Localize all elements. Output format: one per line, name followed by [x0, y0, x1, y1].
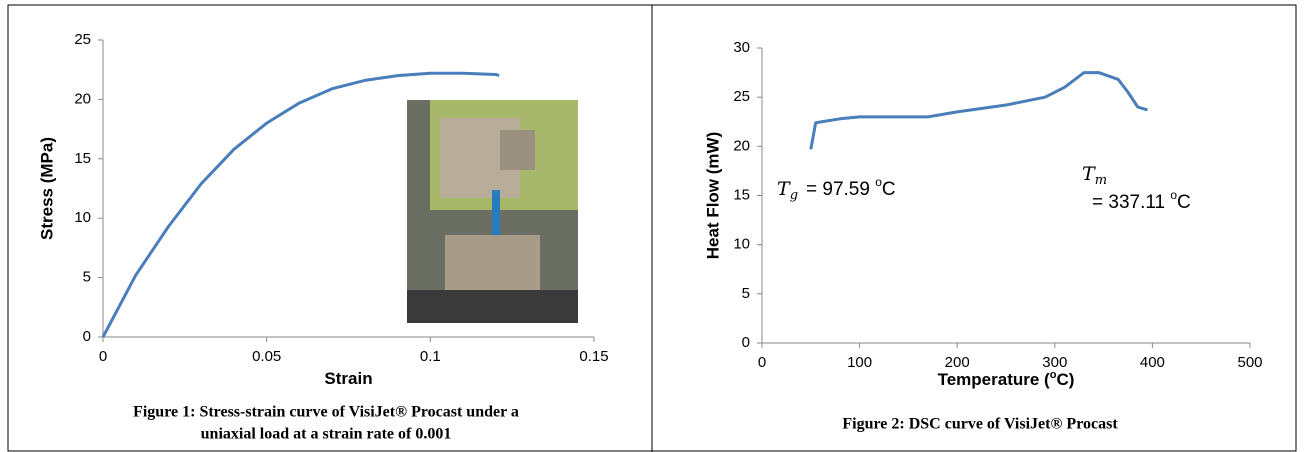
- caption: Figure 1: Stress-strain curve of VisiJet…: [133, 404, 519, 421]
- x-axis-label-part: Strain: [324, 369, 372, 388]
- annotation-subscript: m: [1095, 173, 1107, 188]
- x-tick-label: 0: [99, 348, 107, 365]
- x-axis-label-part: C): [1056, 370, 1074, 389]
- y-tick-label: 5: [742, 285, 750, 302]
- data-line: [101, 71, 500, 338]
- y-tick-label: 0: [83, 328, 91, 345]
- annotation: Tg = 97.59 oC: [777, 175, 896, 202]
- x-axis-label: Strain: [324, 369, 372, 388]
- y-tick-label: 5: [83, 269, 91, 286]
- annotation-text: = 97.59: [806, 179, 875, 200]
- y-tick-label: 30: [733, 39, 750, 56]
- annotation-symbol: T: [777, 178, 791, 200]
- y-tick-label: 0: [742, 334, 750, 351]
- y-tick-label: 15: [74, 150, 91, 167]
- y-axis-label: Heat Flow (mW): [703, 132, 722, 260]
- annotation-degree: o: [1170, 188, 1177, 202]
- annotation-degree: o: [875, 175, 882, 189]
- y-tick-label: 20: [733, 137, 750, 154]
- data-line: [809, 71, 1148, 150]
- x-tick-label: 0.1: [420, 348, 441, 365]
- caption: Figure 2: DSC curve of VisiJet® Procast: [842, 416, 1118, 433]
- x-tick-label: 200: [945, 354, 970, 371]
- x-tick-label: 0.05: [252, 348, 281, 365]
- y-tick-label: 25: [74, 31, 91, 48]
- annotation: Tm = 337.11 oC: [1082, 163, 1191, 213]
- x-tick-label: 400: [1140, 354, 1165, 371]
- y-axis-label: Stress (MPa): [37, 137, 56, 240]
- x-tick-label: 500: [1237, 354, 1262, 371]
- x-axis-label-part: o: [1050, 369, 1057, 381]
- y-tick-label: 15: [733, 186, 750, 203]
- x-axis-label: Temperature (oC): [938, 369, 1075, 390]
- annotation-subscript: g: [790, 188, 798, 203]
- x-tick-label: 300: [1042, 354, 1067, 371]
- y-tick-label: 20: [74, 90, 91, 107]
- caption: uniaxial load at a strain rate of 0.001: [201, 426, 452, 443]
- y-tick-label: 25: [733, 88, 750, 105]
- y-tick-label: 10: [733, 236, 750, 253]
- x-tick-label: 100: [847, 354, 872, 371]
- annotation-text: = 337.11: [1092, 192, 1170, 213]
- x-axis-label-part: Temperature (: [938, 370, 1050, 389]
- annotation-unit: C: [882, 179, 896, 200]
- x-tick-label: 0.15: [579, 348, 608, 365]
- annotation-symbol: T: [1082, 163, 1096, 185]
- annotation-unit: C: [1177, 192, 1191, 213]
- x-tick-label: 0: [758, 354, 766, 371]
- photo: [407, 100, 578, 323]
- y-tick-label: 10: [74, 209, 91, 226]
